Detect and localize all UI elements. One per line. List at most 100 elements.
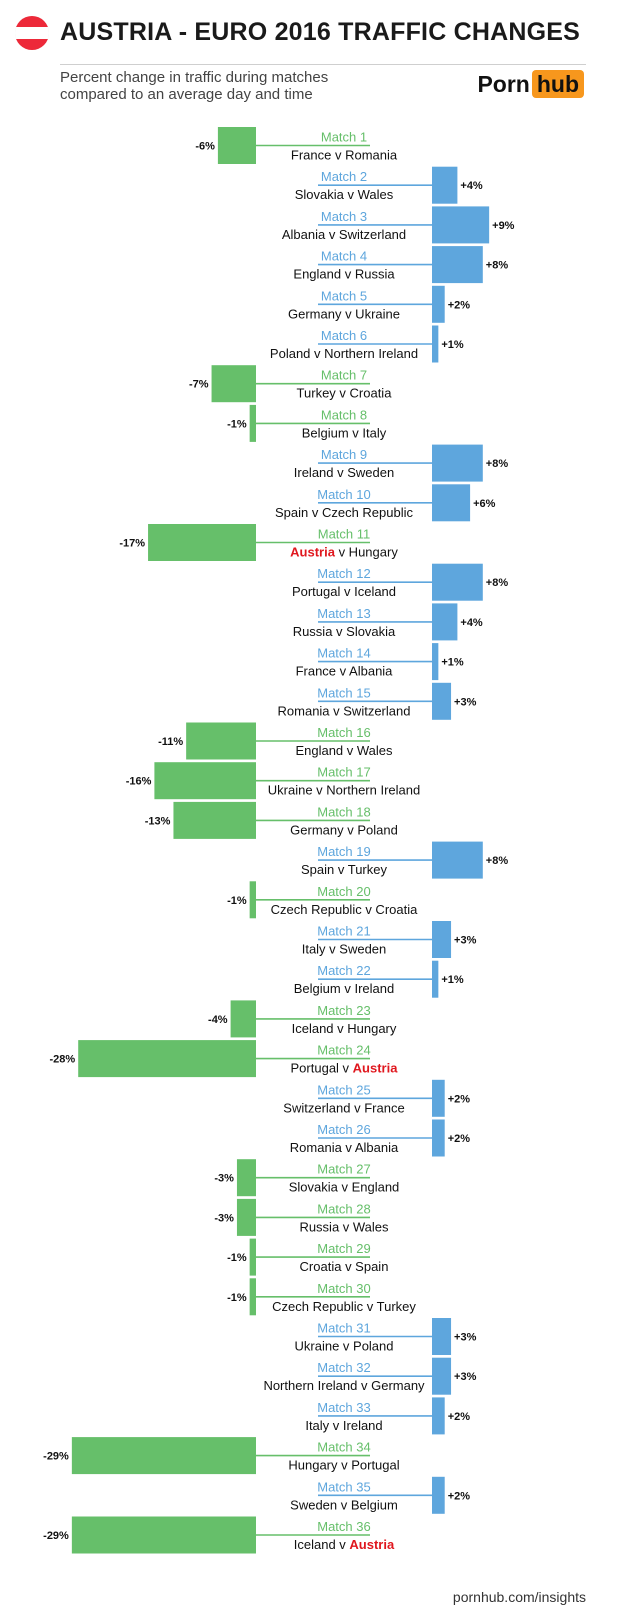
value-label-29: -1% <box>227 1252 247 1264</box>
value-label-18: -13% <box>145 815 171 827</box>
value-label-24: -28% <box>50 1054 76 1066</box>
match-label-03: Match 3 <box>321 209 367 224</box>
value-label-14: +1% <box>441 657 464 669</box>
value-label-25: +2% <box>448 1093 471 1105</box>
bar-match-34 <box>71 1437 256 1475</box>
match-label-28: Match 28 <box>317 1201 370 1216</box>
match-label-29: Match 29 <box>317 1241 370 1256</box>
value-label-10: +6% <box>473 498 496 510</box>
match-label-04: Match 4 <box>321 249 367 264</box>
bar-match-25 <box>432 1079 445 1117</box>
match-label-16: Match 16 <box>317 725 370 740</box>
subtitle-line-2: compared to an average day and time <box>60 86 313 103</box>
bar-match-23 <box>230 1000 256 1038</box>
flag-stripe-bottom <box>15 38 49 50</box>
match-teams-11: Austria v Hungary <box>290 545 398 560</box>
flag-stripe-top <box>15 16 49 28</box>
value-label-33: +2% <box>448 1411 471 1423</box>
bar-match-07 <box>211 365 256 403</box>
value-label-06: +1% <box>441 339 464 351</box>
value-label-09: +8% <box>486 458 509 470</box>
value-label-32: +3% <box>454 1371 477 1383</box>
match-teams-36: Iceland v Austria <box>294 1537 395 1552</box>
match-teams-05: Germany v Ukraine <box>288 306 400 321</box>
match-teams-28: Russia v Wales <box>299 1219 389 1234</box>
value-label-30: -1% <box>227 1292 247 1304</box>
match-teams-34: Hungary v Portugal <box>288 1458 399 1473</box>
value-label-27: -3% <box>214 1173 234 1185</box>
bar-match-09 <box>432 444 483 482</box>
bar-match-11 <box>148 524 256 561</box>
match-label-09: Match 9 <box>321 447 367 462</box>
value-label-19: +8% <box>486 855 509 867</box>
match-teams-32: Northern Ireland v Germany <box>263 1378 425 1393</box>
title-divider <box>60 64 586 65</box>
logo-text-porn: Porn <box>477 70 530 97</box>
match-label-20: Match 20 <box>317 884 370 899</box>
bar-match-33 <box>432 1397 445 1435</box>
match-label-17: Match 17 <box>317 765 370 780</box>
bar-match-14 <box>432 643 439 681</box>
bar-match-10 <box>432 484 471 522</box>
match-teams-14: France v Albania <box>296 664 394 679</box>
value-label-12: +8% <box>486 577 509 589</box>
value-label-11: -17% <box>119 538 145 550</box>
match-teams-15: Romania v Switzerland <box>278 703 411 718</box>
match-teams-04: England v Russia <box>293 267 395 282</box>
bar-match-26 <box>432 1119 445 1157</box>
pornhub-logo: Porn hub <box>477 70 584 98</box>
value-label-08: -1% <box>227 418 247 430</box>
bar-match-03 <box>432 206 490 244</box>
match-teams-19: Spain v Turkey <box>301 862 387 877</box>
logo-text-hub: hub <box>531 70 584 98</box>
match-label-30: Match 30 <box>317 1281 370 1296</box>
match-label-32: Match 32 <box>317 1360 370 1375</box>
match-label-08: Match 8 <box>321 407 367 422</box>
match-label-19: Match 19 <box>317 844 370 859</box>
match-teams-08: Belgium v Italy <box>302 425 387 440</box>
match-label-31: Match 31 <box>317 1321 370 1336</box>
subtitle-line-1: Percent change in traffic during matches <box>60 69 329 86</box>
bar-match-12 <box>432 563 483 601</box>
match-teams-23: Iceland v Hungary <box>292 1021 397 1036</box>
match-teams-12: Portugal v Iceland <box>292 584 396 599</box>
match-label-22: Match 22 <box>317 963 370 978</box>
match-label-13: Match 13 <box>317 606 370 621</box>
page-title: AUSTRIA - EURO 2016 TRAFFIC CHANGES <box>60 18 581 46</box>
match-teams-13: Russia v Slovakia <box>293 624 396 639</box>
bar-match-13 <box>432 603 458 641</box>
match-teams-33: Italy v Ireland <box>305 1418 382 1433</box>
bar-match-15 <box>432 682 452 720</box>
bar-match-18 <box>173 801 256 839</box>
source-credit: pornhub.com/insights <box>452 1589 586 1605</box>
match-label-34: Match 34 <box>317 1440 370 1455</box>
match-label-35: Match 35 <box>317 1479 370 1494</box>
value-label-22: +1% <box>441 974 464 986</box>
match-label-10: Match 10 <box>317 487 370 502</box>
value-label-17: -16% <box>126 776 152 788</box>
match-label-33: Match 33 <box>317 1400 370 1415</box>
match-label-12: Match 12 <box>317 566 370 581</box>
value-label-28: -3% <box>214 1212 234 1224</box>
bar-match-36 <box>71 1516 256 1554</box>
bar-match-19 <box>432 841 483 879</box>
bar-match-31 <box>432 1318 452 1355</box>
match-label-23: Match 23 <box>317 1003 370 1018</box>
match-label-01: Match 1 <box>321 130 367 145</box>
value-label-34: -29% <box>43 1451 69 1463</box>
value-label-07: -7% <box>189 379 209 391</box>
value-label-02: +4% <box>460 180 483 192</box>
match-label-21: Match 21 <box>317 924 370 939</box>
match-label-05: Match 5 <box>321 288 367 303</box>
match-teams-10: Spain v Czech Republic <box>275 505 414 520</box>
value-label-21: +3% <box>454 935 477 947</box>
match-teams-03: Albania v Switzerland <box>282 227 406 242</box>
match-label-36: Match 36 <box>317 1519 370 1534</box>
match-label-15: Match 15 <box>317 685 370 700</box>
bar-match-05 <box>432 285 445 323</box>
bar-match-29 <box>249 1238 256 1276</box>
value-label-20: -1% <box>227 895 247 907</box>
match-label-18: Match 18 <box>317 804 370 819</box>
bar-match-02 <box>432 166 458 204</box>
match-teams-30: Czech Republic v Turkey <box>272 1299 416 1314</box>
